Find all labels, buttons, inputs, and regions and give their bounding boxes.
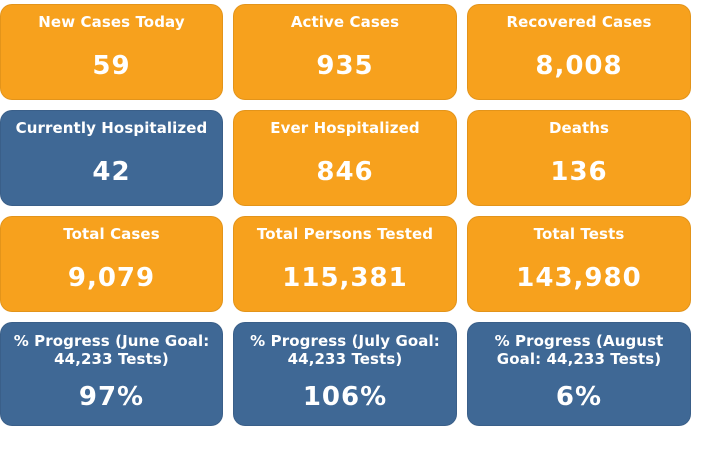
recovered-cases-card: Recovered Cases 8,008 [467, 4, 691, 100]
card-label: % Progress (June Goal: 44,233 Tests) [13, 332, 210, 368]
active-cases-card: Active Cases 935 [233, 4, 457, 100]
ever-hospitalized-card: Ever Hospitalized 846 [233, 110, 457, 206]
card-value: 115,381 [282, 263, 408, 293]
card-label: Total Tests [533, 225, 625, 243]
card-value: 106% [302, 382, 388, 412]
card-label: Total Cases [63, 225, 160, 243]
new-cases-today-card: New Cases Today 59 [0, 4, 223, 100]
july-progress-card: % Progress (July Goal: 44,233 Tests) 106… [233, 322, 457, 426]
card-label: Currently Hospitalized [15, 119, 208, 137]
june-progress-card: % Progress (June Goal: 44,233 Tests) 97% [0, 322, 223, 426]
card-value: 42 [92, 157, 131, 187]
card-label: Active Cases [290, 13, 400, 31]
card-value: 6% [555, 382, 603, 412]
card-value: 136 [550, 157, 608, 187]
card-value: 143,980 [516, 263, 642, 293]
card-label: Ever Hospitalized [270, 119, 420, 137]
card-value: 9,079 [67, 263, 156, 293]
card-value: 97% [78, 382, 145, 412]
card-value: 8,008 [535, 51, 623, 81]
august-progress-card: % Progress (August Goal: 44,233 Tests) 6… [467, 322, 691, 426]
deaths-card: Deaths 136 [467, 110, 691, 206]
card-label: % Progress (July Goal: 44,233 Tests) [250, 332, 440, 368]
total-cases-card: Total Cases 9,079 [0, 216, 223, 312]
total-persons-tested-card: Total Persons Tested 115,381 [233, 216, 457, 312]
card-value: 846 [316, 157, 374, 187]
card-value: 59 [92, 51, 131, 81]
currently-hospitalized-card: Currently Hospitalized 42 [0, 110, 223, 206]
card-label: Total Persons Tested [256, 225, 434, 243]
card-label: Recovered Cases [506, 13, 652, 31]
stats-dashboard: New Cases Today 59 Active Cases 935 Reco… [0, 4, 691, 426]
card-label: Deaths [548, 119, 610, 137]
card-label: New Cases Today [38, 13, 185, 31]
total-tests-card: Total Tests 143,980 [467, 216, 691, 312]
card-label: % Progress (August Goal: 44,233 Tests) [494, 332, 664, 368]
card-value: 935 [316, 51, 374, 81]
